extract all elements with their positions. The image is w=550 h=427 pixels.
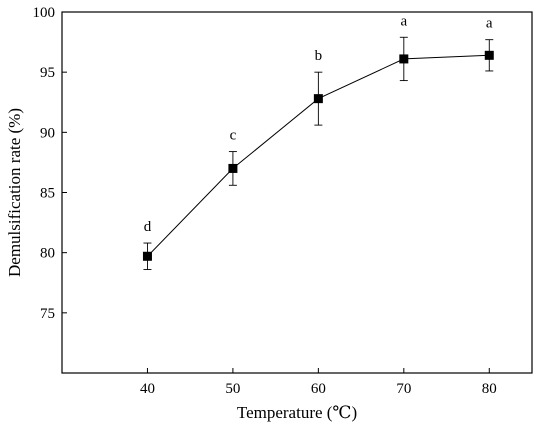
y-tick-label: 80 bbox=[40, 246, 55, 262]
y-tick-label: 95 bbox=[40, 65, 55, 81]
y-tick-label: 100 bbox=[33, 5, 56, 21]
significance-label: d bbox=[144, 219, 152, 235]
series: d c b a a bbox=[142, 13, 494, 270]
data-point bbox=[313, 94, 323, 104]
significance-label: b bbox=[315, 48, 323, 64]
significance-label: a bbox=[486, 16, 493, 32]
data-point bbox=[142, 251, 152, 261]
plot-border bbox=[61, 11, 533, 374]
x-axis-label: Temperature (℃) bbox=[237, 403, 357, 422]
data-point bbox=[228, 163, 238, 173]
y-tick-label: 90 bbox=[40, 125, 55, 141]
x-tick-label: 70 bbox=[396, 381, 411, 397]
y-axis-label: Demulsification rate (%) bbox=[5, 108, 24, 277]
plot-frame bbox=[61, 11, 533, 374]
x-tick-label: 50 bbox=[225, 381, 240, 397]
ticks: 40 50 60 70 80 75 80 85 90 95 100 bbox=[33, 5, 497, 397]
data-point bbox=[399, 54, 409, 64]
x-tick-label: 80 bbox=[482, 381, 497, 397]
x-tick-label: 40 bbox=[140, 381, 155, 397]
y-tick-label: 85 bbox=[40, 186, 55, 202]
significance-label: c bbox=[230, 128, 237, 144]
data-point bbox=[484, 50, 494, 60]
x-tick-label: 60 bbox=[311, 381, 326, 397]
y-tick-label: 75 bbox=[40, 306, 55, 322]
significance-label: a bbox=[400, 13, 407, 29]
